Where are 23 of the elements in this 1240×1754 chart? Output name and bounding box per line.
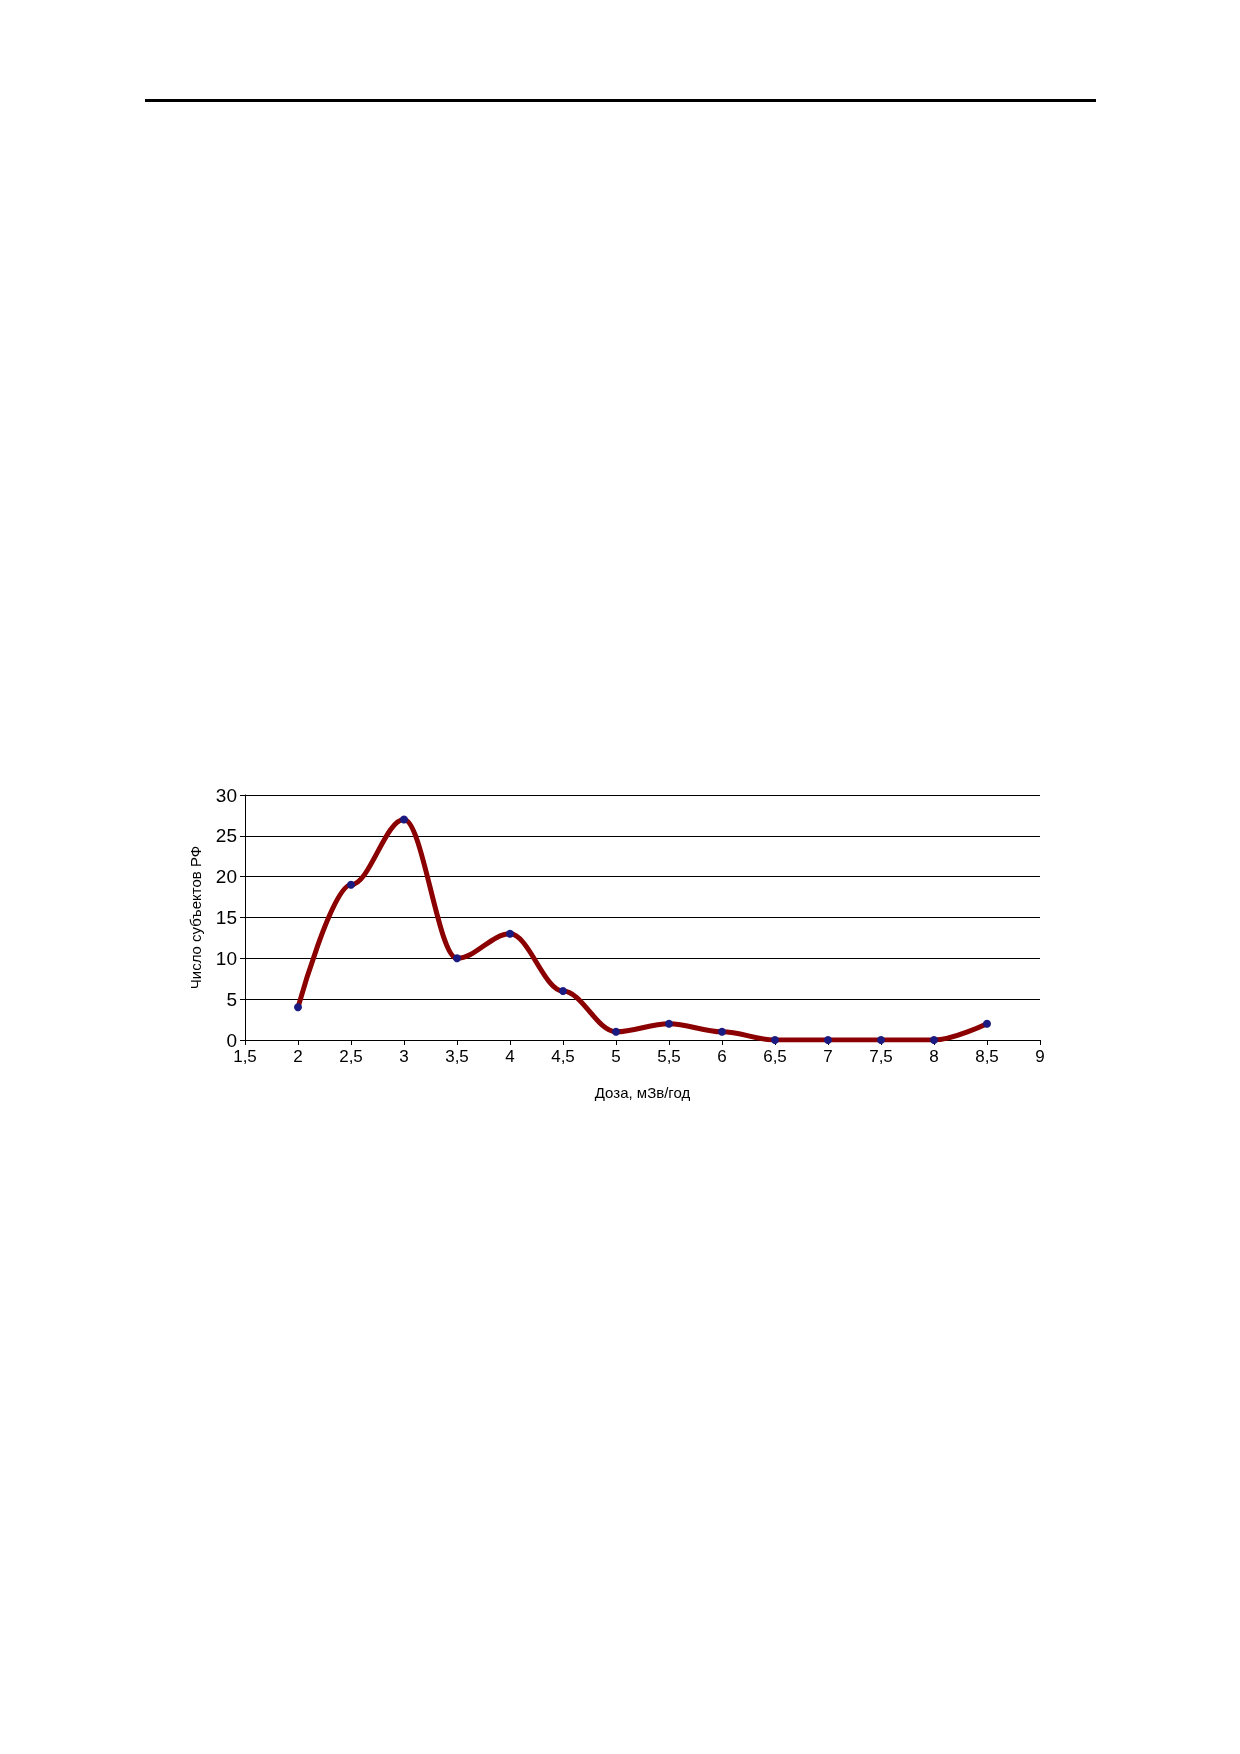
y-tick-label: 5 <box>226 988 237 1010</box>
x-tick-label: 7,5 <box>869 1047 893 1066</box>
y-tick-label: 30 <box>215 784 237 806</box>
y-tick-label: 10 <box>215 947 237 969</box>
x-tick-label: 2 <box>293 1047 303 1066</box>
x-tick-label: 4 <box>505 1047 515 1066</box>
x-tick-label: 3,5 <box>445 1047 469 1066</box>
x-tick-label: 6 <box>717 1047 727 1066</box>
x-tick-label: 9 <box>1035 1047 1045 1066</box>
x-tick-label: 7 <box>823 1047 833 1066</box>
x-tick-label: 4,5 <box>551 1047 575 1066</box>
x-tick-label: 3 <box>399 1047 409 1066</box>
y-axis-title: Число субъектов РФ <box>187 845 204 990</box>
x-tick-label: 8,5 <box>975 1047 999 1066</box>
y-tick-label: 25 <box>215 825 237 847</box>
x-tick-label: 5 <box>611 1047 621 1066</box>
x-tick-label: 2,5 <box>339 1047 363 1066</box>
x-axis-title: Доза, мЗв/год <box>594 1084 691 1101</box>
y-tick-label: 15 <box>215 907 237 928</box>
x-tick-label: 5,5 <box>657 1047 681 1066</box>
x-tick-label: 6,5 <box>763 1047 787 1066</box>
x-tick-label: 8 <box>929 1047 939 1066</box>
y-tick-label: 20 <box>215 866 237 888</box>
